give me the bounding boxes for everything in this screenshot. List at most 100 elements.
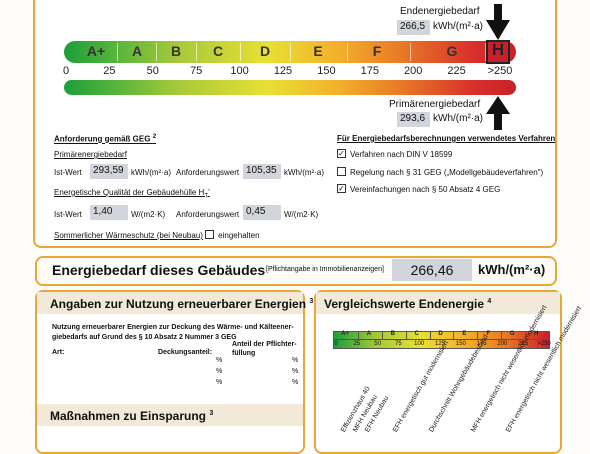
percent-sign: %: [216, 368, 223, 375]
class-label-7: G: [446, 43, 458, 59]
class-separator: [290, 43, 291, 61]
renewable-title: Angaben zur Nutzung erneuerbarer Energie…: [50, 297, 314, 311]
scale-tick: 0: [62, 65, 70, 77]
quality-heading: Energetische Qualität der Gebäudehülle H…: [54, 188, 210, 200]
class-label-2: B: [170, 43, 182, 59]
scale-tick: 175: [360, 65, 379, 77]
renewable-text-1: Nutzung erneuerbarer Energien zur Deckun…: [52, 324, 294, 331]
col-deckung: Deckungsanteil:: [158, 349, 213, 356]
col-anteil: Anteil der Pflichter-: [232, 341, 297, 348]
quality-ist-label: Ist-Wert: [54, 210, 82, 219]
class-separator: [347, 43, 348, 61]
quality-ist-unit: W/(m2·K): [131, 210, 166, 219]
percent-sign: %: [292, 357, 299, 364]
mini-class-label: H: [533, 331, 539, 337]
primary-energy-unit: kWh/(m²·a): [433, 113, 483, 124]
class-label-4: D: [259, 43, 271, 59]
scale-tick: 25: [103, 65, 116, 77]
mini-scale-tick: 100: [414, 341, 425, 347]
mini-class-label: D: [438, 331, 443, 337]
mini-scale-tick: 200: [497, 341, 508, 347]
mini-class-divider: [357, 331, 359, 339]
mini-class-divider: [405, 331, 407, 339]
mini-class-label: C: [414, 331, 419, 337]
summer-checkbox[interactable]: [205, 230, 215, 240]
summer-label: Sommerlicher Wärmeschutz (bei Neubau): [54, 231, 203, 240]
mini-scale-tick: >250: [537, 341, 551, 347]
method-2-checkbox[interactable]: [337, 167, 346, 177]
quality-anf-unit: W/(m2·K): [284, 210, 319, 219]
renewable-header-bg: [37, 292, 303, 314]
mini-class-divider: [429, 331, 431, 339]
class-h-label: H: [491, 40, 505, 59]
measures-header-bg: [37, 404, 303, 426]
class-separator: [117, 43, 118, 61]
col-anteil-2: füllung: [232, 350, 256, 357]
compare-title: Vergleichswerte Endenergie 4: [324, 297, 492, 311]
quality-ist-value: 1,40: [90, 205, 128, 220]
class-separator: [196, 43, 197, 61]
percent-sign: %: [292, 368, 299, 375]
ist-unit: kWh/(m²·a): [131, 168, 171, 177]
mini-scale-tick: 175: [476, 341, 487, 347]
mini-class-row-line: [334, 339, 549, 340]
anf-label: Anforderungswert: [176, 168, 240, 177]
class-separator: [410, 43, 411, 61]
mini-class-divider: [381, 331, 383, 339]
mini-scale-tick: 75: [395, 341, 402, 347]
class-separator: [485, 43, 486, 61]
mini-class-label: F: [486, 331, 491, 337]
scale-tick: 150: [317, 65, 336, 77]
mini-scale-tick: 50: [374, 341, 381, 347]
primary-energy-value: 293,6: [397, 112, 430, 127]
col-art: Art:: [52, 349, 65, 356]
mini-class-label: E: [462, 331, 467, 337]
demand-note: [Pflichtangabe in Immobilienanzeigen]: [266, 266, 384, 273]
arrow-up-icon: [486, 96, 510, 130]
summer-row: Sommerlicher Wärmeschutz (bei Neubau) ei…: [54, 230, 260, 240]
mini-class-label: A: [366, 331, 372, 337]
mini-class-divider: [453, 331, 455, 339]
mini-class-divider: [501, 331, 503, 339]
method-3-checkbox[interactable]: ✓: [337, 184, 346, 194]
mini-scale-tick: 225: [518, 341, 529, 347]
methods-title: Für Energiebedarfsberechnungen verwendet…: [337, 134, 556, 143]
compare-header-bg: [316, 292, 560, 314]
mini-class-label: A+: [341, 331, 349, 337]
mini-scale-tick: 125: [434, 341, 445, 347]
arrow-down-icon: [486, 4, 510, 40]
class-label-1: A: [131, 43, 143, 59]
demand-title: Energiebedarf dieses Gebäudes: [52, 262, 266, 278]
mini-scale-tick: 25: [353, 341, 361, 347]
class-separator: [240, 43, 241, 61]
scale-tick: 50: [146, 65, 159, 77]
end-energy-unit: kWh/(m²·a): [433, 21, 483, 32]
method-option-2: Regelung nach § 31 GEG („Modellgebäudeve…: [337, 167, 543, 177]
primary-scale-bar: [64, 80, 516, 95]
method-1-checkbox[interactable]: ✓: [337, 149, 346, 159]
percent-sign: %: [292, 379, 299, 386]
summer-check-label: eingehalten: [218, 231, 260, 240]
mini-class-divider: [477, 331, 479, 339]
ist-label: Ist-Wert: [54, 168, 82, 177]
requirements-title: Anforderung gemäß GEG 2: [54, 134, 157, 144]
anf-value: 105,35: [243, 164, 281, 179]
quality-anf-value: 0,45: [243, 205, 281, 220]
compare-scale-bar: [333, 331, 550, 349]
scale-tick: 200: [404, 65, 423, 77]
class-separator: [156, 43, 157, 61]
scale-tick: >250: [487, 65, 513, 77]
class-label-3: C: [212, 43, 224, 59]
end-energy-value: 266,5: [397, 20, 430, 35]
class-label-6: F: [372, 43, 382, 59]
quality-anf-label: Anforderungswert: [176, 210, 240, 219]
mini-class-label: G: [509, 331, 515, 337]
measures-title: Maßnahmen zu Einsparung 3: [50, 409, 214, 423]
method-option-1: ✓ Verfahren nach DIN V 18599: [337, 149, 453, 159]
percent-sign: %: [216, 379, 223, 386]
method-option-3: ✓ Vereinfachungen nach § 50 Absatz 4 GEG: [337, 184, 501, 194]
scale-tick: 125: [273, 65, 293, 77]
scale-tick: 225: [447, 65, 466, 77]
class-label-0: A+: [86, 43, 106, 59]
percent-sign: %: [216, 357, 223, 364]
